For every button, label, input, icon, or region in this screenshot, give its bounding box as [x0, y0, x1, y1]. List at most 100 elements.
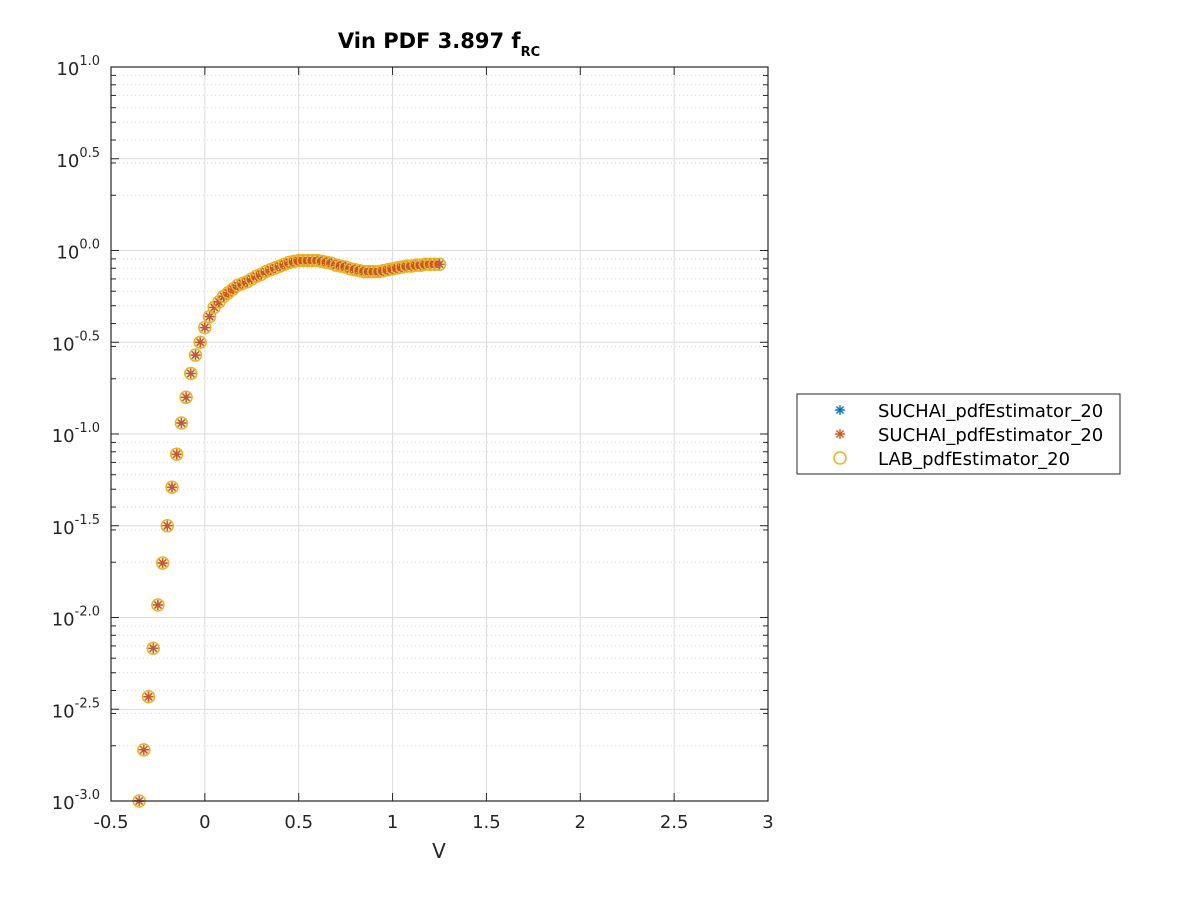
- y-tick-label: 10-2.0: [52, 605, 100, 631]
- asterisk-stroke: [191, 351, 200, 360]
- y-tick-exponent: -0.5: [75, 329, 100, 344]
- y-tick-exponent: -3.0: [75, 788, 100, 803]
- point-series-2: [185, 368, 196, 379]
- asterisk-stroke: [144, 692, 153, 701]
- point-series-2: [434, 259, 445, 270]
- y-tick-base: 10: [56, 151, 79, 172]
- asterisk-stroke: [163, 521, 172, 530]
- y-tick-base: 10: [52, 610, 75, 631]
- x-tick-label: 1.5: [472, 812, 501, 833]
- legend-marker: [835, 405, 845, 415]
- point-series-3: [169, 447, 184, 461]
- point-series-3: [188, 348, 203, 362]
- asterisk-stroke: [327, 259, 336, 268]
- legend-label: LAB_pdfEstimator_20: [878, 449, 1070, 470]
- asterisk-stroke: [835, 405, 845, 415]
- y-tick-label: 10-1.5: [52, 513, 100, 539]
- asterisk-stroke: [149, 644, 158, 653]
- legend-items: SUCHAI_pdfEstimator_20 SUCHAI_pdfEstimato…: [833, 401, 1103, 470]
- y-tick-base: 10: [56, 243, 79, 264]
- legend-box: [796, 393, 1121, 475]
- asterisk-stroke: [172, 450, 181, 459]
- x-tick-label: 2.5: [660, 812, 689, 833]
- chart-title-main: Vin PDF 3.897 f: [338, 29, 522, 53]
- point-series-2: [181, 392, 192, 403]
- point-series-2: [199, 322, 210, 333]
- point-series-2: [138, 744, 149, 755]
- y-tick-base: 10: [56, 59, 79, 80]
- x-axis-label: V: [432, 839, 446, 863]
- chart-title: Vin PDF 3.897 fRC: [338, 29, 540, 60]
- y-tick-base: 10: [52, 518, 75, 539]
- y-tick-label: 10-2.5: [52, 696, 100, 722]
- y-tick-label: 10-3.0: [52, 788, 100, 814]
- point-series-3: [137, 743, 151, 757]
- point-series-3: [432, 257, 447, 272]
- y-tick-label: 100.0: [56, 238, 100, 264]
- asterisk-stroke: [196, 338, 205, 347]
- point-series-3: [174, 416, 189, 430]
- y-tick-exponent: -1.5: [75, 513, 100, 528]
- point-series-3: [155, 556, 170, 570]
- point-series-3: [160, 519, 175, 533]
- x-tick-label: 2: [575, 812, 586, 833]
- asterisk-stroke: [186, 369, 195, 378]
- y-tick-labels: 101.0100.5100.010-0.510-1.010-1.510-2.01…: [52, 54, 100, 814]
- y-tick-exponent: -1.0: [75, 421, 100, 436]
- point-series-3: [141, 689, 156, 704]
- asterisk-stroke: [139, 745, 148, 754]
- asterisk-stroke: [835, 429, 845, 439]
- legend: SUCHAI_pdfEstimator_20 SUCHAI_pdfEstimato…: [796, 393, 1121, 475]
- point-series-2: [195, 337, 206, 348]
- legend-label: SUCHAI_pdfEstimator_20: [878, 425, 1103, 446]
- y-tick-base: 10: [52, 701, 75, 722]
- y-tick-base: 10: [52, 793, 75, 814]
- point-series-3: [221, 285, 236, 300]
- asterisk-stroke: [153, 600, 162, 610]
- point-series-3: [151, 598, 165, 612]
- asterisk-stroke: [167, 483, 177, 492]
- y-tick-exponent: -2.0: [75, 605, 100, 620]
- point-series-2: [176, 418, 187, 429]
- tick-marks: [110, 66, 769, 802]
- point-series-3: [184, 366, 198, 381]
- x-tick-labels: -0.5 0 0.5 1 1.5 2 2.5 3: [93, 812, 773, 833]
- y-tick-exponent: -2.5: [75, 696, 100, 711]
- x-tick-label: 0: [199, 812, 210, 833]
- point-series-2: [204, 311, 215, 322]
- point-series-2: [190, 350, 201, 361]
- asterisk-stroke: [200, 323, 209, 332]
- x-tick-label: -0.5: [93, 812, 128, 833]
- y-tick-exponent: 1.0: [79, 54, 100, 69]
- x-tick-label: 1: [387, 812, 398, 833]
- data-markers: [132, 253, 447, 808]
- y-tick-exponent: 0.5: [79, 146, 100, 161]
- point-series-3: [146, 641, 160, 655]
- y-tick-label: 10-0.5: [52, 329, 100, 355]
- legend-label: SUCHAI_pdfEstimator_20: [878, 401, 1103, 422]
- point-series-2: [143, 691, 154, 702]
- point-series-2: [152, 599, 163, 610]
- point-series-3: [216, 289, 231, 304]
- asterisk-stroke: [182, 393, 191, 402]
- legend-marker: [833, 451, 847, 465]
- chart-title-subscript: RC: [521, 45, 541, 60]
- legend-marker: [835, 429, 845, 439]
- point-series-2: [148, 643, 159, 654]
- y-tick-base: 10: [52, 426, 75, 447]
- y-tick-base: 10: [52, 334, 75, 355]
- point-series-2: [171, 449, 182, 460]
- asterisk-stroke: [435, 260, 444, 269]
- y-tick-label: 101.0: [56, 54, 100, 80]
- point-series-3: [198, 320, 212, 335]
- x-tick-label: 0.5: [284, 812, 313, 833]
- y-tick-exponent: 0.0: [79, 238, 100, 253]
- point-series-3: [179, 390, 193, 405]
- plot-area: [110, 66, 769, 808]
- asterisk-stroke: [177, 418, 186, 428]
- asterisk-stroke: [158, 559, 167, 568]
- point-series-2: [167, 482, 178, 493]
- point-series-2: [162, 520, 173, 531]
- y-tick-label: 100.5: [56, 146, 100, 172]
- point-series-2: [157, 558, 168, 569]
